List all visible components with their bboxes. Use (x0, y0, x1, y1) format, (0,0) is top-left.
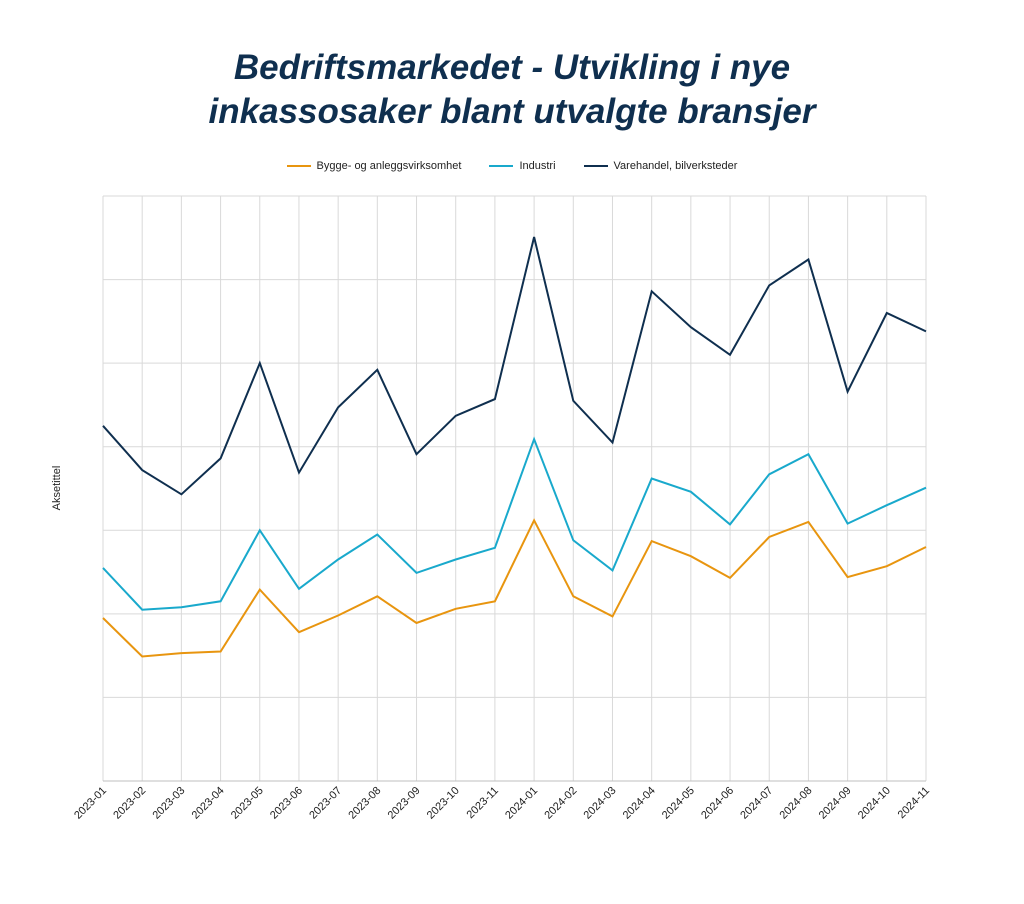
chart-title-line-1: Bedriftsmarkedet - Utvikling i nye (233, 48, 791, 87)
chart-title: Bedriftsmarkedet - Utvikling i nye inkas… (0, 46, 1024, 134)
x-tick-label: 2024-02 (542, 785, 579, 822)
legend-swatch-bygge (286, 165, 311, 167)
x-tick-label: 2024-01 (503, 785, 540, 822)
series-line-1 (102, 436, 927, 611)
legend-label-bygge: Bygge- og anleggsvirksomhet (316, 160, 462, 172)
series-line-2 (102, 236, 927, 496)
series-line-0 (102, 518, 927, 658)
legend-item-varehandel[interactable]: Varehandel, bilverksteder (583, 160, 738, 172)
x-tick-label: 2024-09 (817, 785, 854, 822)
x-tick-label: 2023-06 (268, 785, 305, 822)
x-tick-label: 2023-02 (111, 785, 148, 822)
x-tick-label: 2024-03 (582, 785, 619, 822)
x-tick-label: 2024-04 (621, 785, 658, 822)
x-tick-label: 2024-08 (778, 785, 815, 822)
x-tick-label: 2024-11 (896, 785, 932, 821)
x-tick-label: 2024-05 (660, 785, 697, 822)
legend-label-varehandel: Varehandel, bilverksteder (613, 160, 738, 172)
gridlines (102, 195, 927, 782)
x-tick-label: 2023-11 (465, 785, 501, 821)
legend-swatch-varehandel (583, 165, 608, 167)
x-tick-label: 2023-04 (190, 785, 227, 822)
chart-title-line-2: inkassosaker blant utvalgte bransjer (208, 92, 816, 131)
x-tick-label: 2024-10 (856, 785, 893, 822)
x-tick-label: 2023-01 (72, 785, 109, 822)
legend: Bygge- og anleggsvirksomhet Industri Var… (0, 160, 1024, 172)
legend-label-industri: Industri (519, 160, 556, 172)
x-tick-label: 2023-09 (386, 785, 423, 822)
series-lines (102, 236, 927, 658)
x-tick-label: 2023-07 (307, 785, 344, 822)
legend-swatch-industri (489, 165, 514, 167)
legend-item-industri[interactable]: Industri (489, 160, 556, 172)
x-tick-label: 2023-03 (150, 785, 187, 822)
x-tick-label: 2024-06 (699, 785, 736, 822)
x-tick-label: 2024-07 (738, 785, 775, 822)
legend-item-bygge[interactable]: Bygge- og anleggsvirksomhet (286, 160, 462, 172)
x-tick-label: 2023-05 (229, 785, 266, 822)
x-tick-labels: 2023-01 2023-02 2023-03 2023-04 2023-05 2023-… (72, 785, 932, 822)
x-tick-label: 2023-10 (425, 785, 462, 822)
x-tick-label: 2023-08 (346, 785, 383, 822)
